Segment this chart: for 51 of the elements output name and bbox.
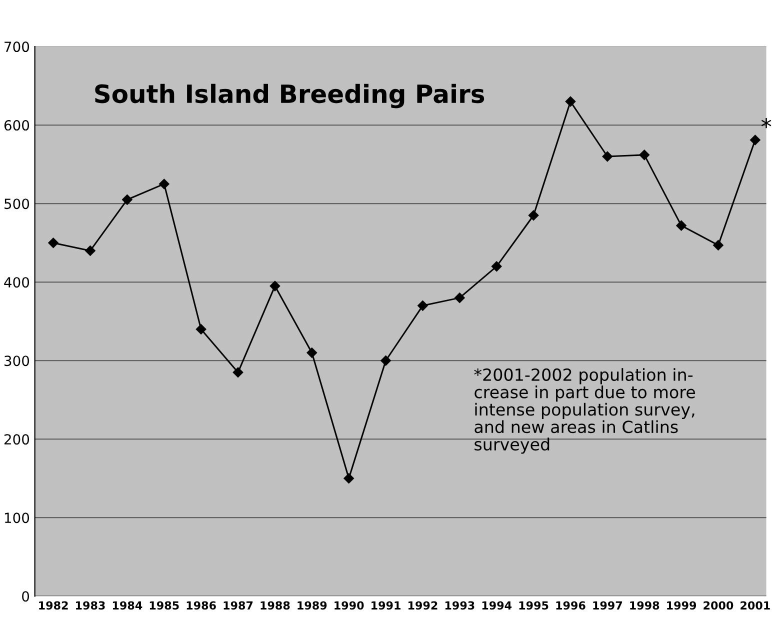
point (528, 210, 539, 220)
x-tick-label: 2001 (740, 601, 770, 610)
x-tick-label: 1994 (482, 601, 512, 610)
x-tick-label: 1986 (186, 601, 216, 610)
point (232, 367, 244, 378)
y-tick-label: 0 (22, 591, 30, 602)
y-tick-label: 400 (4, 277, 30, 288)
point (306, 348, 317, 358)
point (676, 220, 686, 231)
x-tick-label: 1997 (593, 601, 622, 610)
point (565, 96, 576, 107)
point (159, 178, 170, 190)
y-tick-label: 500 (4, 198, 30, 210)
y-tick-label: 300 (4, 356, 30, 366)
x-tick-label: 1996 (556, 601, 586, 610)
x-tick-label: 1983 (76, 601, 105, 610)
point (344, 473, 354, 484)
x-tick-label: 1991 (372, 601, 400, 610)
point (491, 261, 502, 272)
y-tick-label: 700 (4, 42, 30, 52)
x-tick-label: 1990 (334, 601, 364, 610)
x-tick-label: 1984 (112, 601, 142, 610)
y-tick-label: 200 (4, 434, 30, 445)
y-tick-label: 600 (4, 120, 30, 131)
x-tick-label: 1985 (150, 601, 179, 610)
x-tick-label: 1993 (445, 601, 474, 610)
x-tick-label: 1987 (224, 601, 253, 610)
point (85, 246, 96, 256)
point (196, 324, 206, 334)
point (270, 280, 280, 292)
point (750, 134, 760, 146)
point (418, 300, 428, 311)
x-tick-label: 1988 (260, 601, 290, 610)
annotation: * (761, 118, 772, 128)
x-tick-label: 1989 (298, 601, 327, 610)
x-tick-label: 1982 (39, 601, 68, 610)
point (639, 150, 650, 160)
point (713, 240, 724, 250)
annotation: *2001-2002 population in- crease in part due to more intense population survey, and new areas in Catlins surveyed (474, 368, 695, 454)
y-tick-label: 100 (4, 512, 30, 524)
x-tick-label: 1992 (408, 601, 438, 610)
point (602, 151, 613, 162)
x-tick-label: 1998 (630, 601, 660, 610)
x-tick-label: 1995 (519, 601, 548, 610)
text: South Island Breeding Pairs (95, 84, 484, 108)
point (380, 356, 391, 366)
point (454, 292, 465, 303)
point (48, 238, 58, 248)
point (122, 194, 132, 205)
x-tick-label: 1999 (667, 601, 696, 610)
x-tick-label: 2000 (704, 601, 734, 610)
